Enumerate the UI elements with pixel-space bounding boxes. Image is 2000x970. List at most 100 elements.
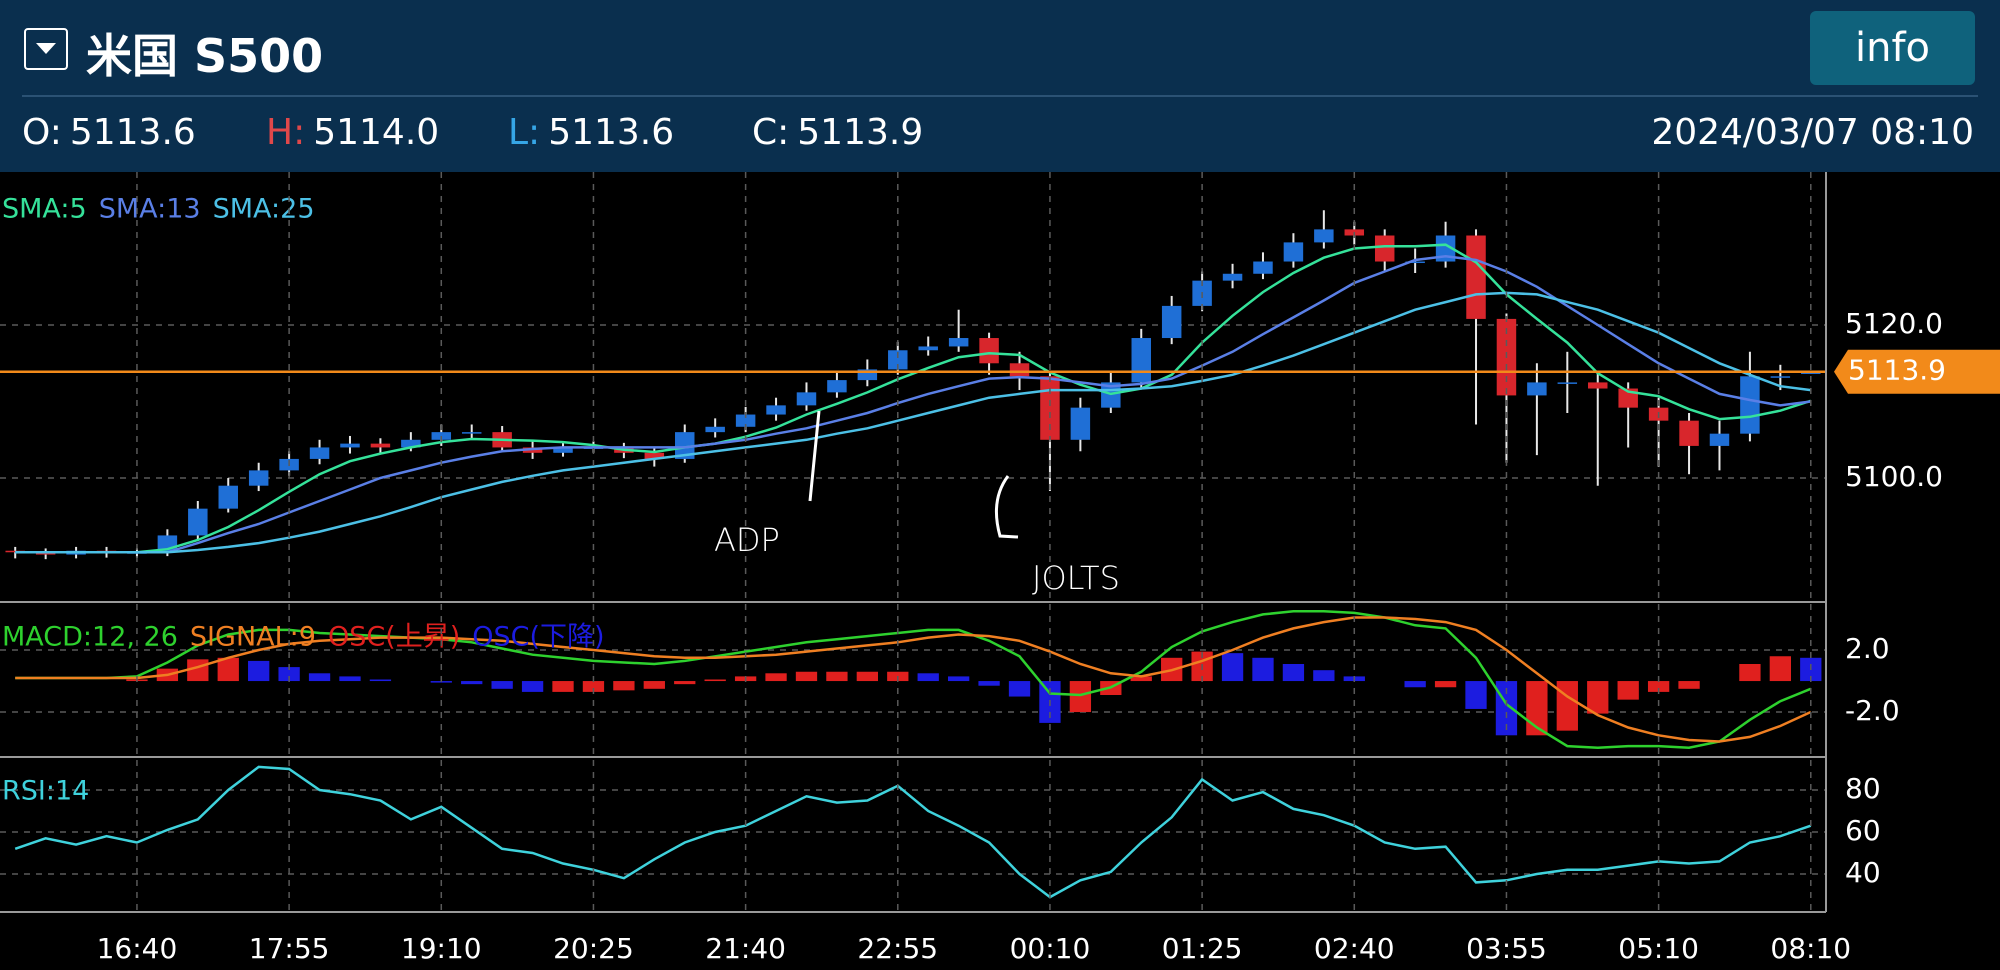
candle-body <box>1283 242 1304 262</box>
y-tick-label: -2.0 <box>1845 694 1900 727</box>
osc-bar <box>1130 676 1152 682</box>
osc-bar <box>552 681 574 692</box>
x-tick-label: 02:40 <box>1314 932 1395 965</box>
ohlc-value: 5114.0 <box>313 112 440 153</box>
ohlc-value: 5113.9 <box>797 112 924 153</box>
symbol-title[interactable]: 米国 S500 <box>86 29 324 83</box>
candle-body <box>340 443 360 448</box>
osc-bar <box>704 679 726 682</box>
candle-body <box>218 485 238 509</box>
ohlc-value: 5113.6 <box>548 112 675 153</box>
osc-bar <box>1617 681 1639 700</box>
plot: 5100.0 5120.0 2.0 -2.0 80 60 40 5113.9 SMA:5 SMA:… <box>0 172 2000 965</box>
separator <box>22 95 1978 97</box>
candle-body <box>1222 273 1243 281</box>
candle-body <box>1253 261 1273 274</box>
y-tick-label: 2.0 <box>1845 632 1890 665</box>
osc-bar <box>856 671 879 682</box>
osc-bar <box>978 681 1000 686</box>
sma-line <box>15 254 1811 554</box>
legend-entry: MACD:12, 26 <box>2 622 178 653</box>
osc-bar <box>826 671 848 682</box>
annotation-stroke <box>994 475 1019 539</box>
osc-bar <box>1008 681 1031 697</box>
candle-body <box>1374 235 1395 262</box>
annotation-stroke <box>808 410 821 502</box>
rsi-line <box>14 765 1812 899</box>
candle-body <box>1435 235 1456 262</box>
osc-bar <box>1434 681 1457 688</box>
header: 米国 S500 info O: 5113.6 H: 5114.0 L: 5113.6 … <box>0 0 2000 172</box>
osc-bar <box>643 681 665 689</box>
candle-body <box>1557 382 1578 384</box>
osc-bar <box>339 676 361 682</box>
osc-bar <box>1069 681 1092 713</box>
candle-body <box>796 392 817 406</box>
candle-body <box>309 447 330 459</box>
ohlc-value: 5113.6 <box>69 112 196 153</box>
candle-body <box>1161 305 1182 339</box>
annotation: JOLTS <box>1032 559 1120 597</box>
panel <box>15 610 1822 749</box>
candle-body <box>1040 376 1060 440</box>
candle-body <box>1527 382 1547 396</box>
candle-body <box>370 443 391 448</box>
candle-body <box>857 369 878 381</box>
osc-bar <box>582 681 605 692</box>
legend-entry: OSC(下降) <box>472 622 604 653</box>
osc-bar <box>1465 681 1487 709</box>
osc-bar <box>491 681 513 689</box>
osc-bar <box>217 657 239 682</box>
candle-body <box>1405 261 1425 264</box>
osc-bar <box>1647 681 1670 692</box>
sma-line <box>15 243 1812 554</box>
osc-bar <box>1221 653 1244 682</box>
y-tick-label: 60 <box>1845 814 1881 847</box>
y-tick-label: 5100.0 <box>1845 460 1943 493</box>
osc-bar <box>1404 681 1426 688</box>
x-tick-label: 17:55 <box>249 932 330 965</box>
last-price-label: 5113.9 <box>1848 354 1946 387</box>
macd-line <box>15 610 1812 749</box>
candle-body <box>766 405 786 415</box>
candle-body <box>1009 363 1030 377</box>
x-tick-label: 08:10 <box>1770 932 1851 965</box>
ohlc-label: C: <box>752 112 790 153</box>
candle-body <box>188 508 208 536</box>
osc-bar <box>765 673 787 682</box>
dropdown-icon[interactable] <box>24 28 68 70</box>
candle-body <box>644 452 665 459</box>
x-tick-label: 00:10 <box>1010 932 1091 965</box>
legend-entry: SMA:5 <box>2 194 87 225</box>
candle-body <box>827 380 847 393</box>
candle-body <box>1466 235 1486 319</box>
ohlc-label: O: <box>22 112 62 153</box>
annotation: ADP <box>714 521 780 559</box>
macd-line <box>15 616 1812 743</box>
ohlc-label: H: <box>266 112 306 153</box>
osc-bar <box>674 681 696 685</box>
candle-body <box>1770 376 1791 378</box>
candle-body <box>553 447 573 453</box>
osc-bar <box>521 681 544 692</box>
x-tick-label: 16:40 <box>97 932 178 965</box>
candle-body <box>948 338 969 347</box>
legend-entry: SMA:25 <box>213 194 315 225</box>
candle-body <box>431 432 452 440</box>
x-tick-label: 19:10 <box>401 932 482 965</box>
y-tick-label: 5120.0 <box>1845 307 1943 340</box>
osc-bar <box>248 660 270 682</box>
candle-body <box>1709 433 1730 446</box>
info-button[interactable]: info <box>1810 11 1975 85</box>
sma-line <box>15 291 1811 554</box>
candle-body <box>1679 420 1699 446</box>
ohlc-high: H: 5114.0 <box>266 112 447 153</box>
osc-bar <box>1526 681 1548 736</box>
candle-body <box>979 338 999 364</box>
datetime: 2024/03/07 08:10 <box>1651 112 1974 153</box>
osc-bar <box>1678 681 1700 689</box>
candle-body <box>705 426 725 433</box>
candle-body <box>248 470 269 486</box>
osc-bar <box>1769 656 1792 682</box>
